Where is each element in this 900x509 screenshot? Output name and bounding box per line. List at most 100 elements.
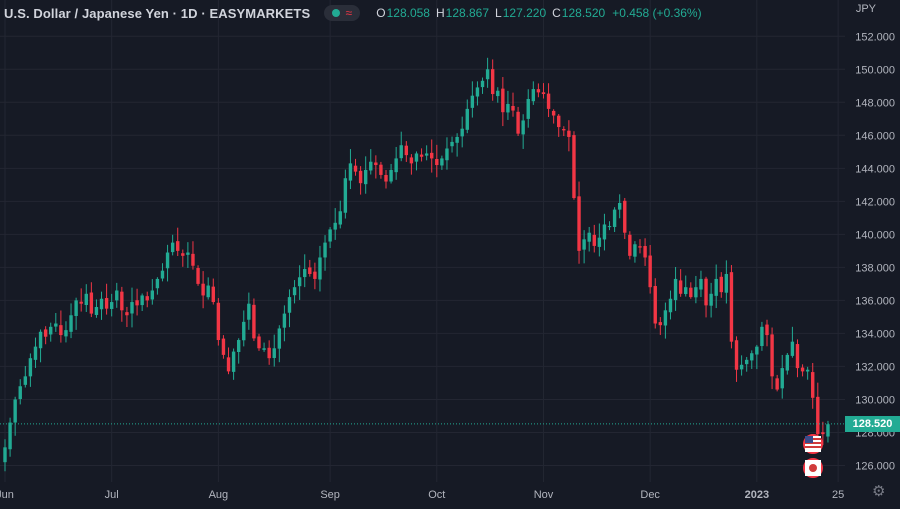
candle-body — [775, 378, 779, 390]
candle-body — [643, 246, 647, 258]
low-value: 127.220 — [502, 6, 547, 20]
candle-body — [790, 341, 795, 356]
candle-body — [744, 359, 749, 365]
candle-body — [287, 297, 292, 313]
candle-body — [74, 300, 78, 317]
candle-body — [8, 422, 12, 450]
candle-body — [282, 313, 287, 328]
candle-body — [318, 257, 322, 280]
open-label: O — [376, 6, 386, 20]
candle-body — [531, 89, 536, 102]
candle-body — [109, 302, 114, 309]
chart-grid — [0, 0, 845, 482]
candle-body — [734, 340, 739, 370]
candle-body — [379, 164, 383, 175]
candle-body — [617, 202, 622, 210]
candle-body — [541, 92, 546, 95]
candle-body — [765, 324, 769, 336]
candle-body — [699, 278, 703, 290]
candle-body — [653, 286, 657, 324]
candle-body — [572, 135, 576, 199]
candle-body — [430, 152, 434, 159]
candle-body — [236, 340, 241, 353]
x-tick-label: 2023 — [745, 489, 769, 501]
high-value: 128.867 — [445, 6, 490, 20]
candle-body — [186, 252, 190, 255]
candle-body — [592, 234, 596, 246]
x-tick-label: Jun — [0, 489, 14, 501]
candle-body — [363, 169, 368, 185]
candle-body — [196, 268, 200, 284]
candle-body — [470, 95, 475, 108]
candle-body — [551, 110, 556, 116]
candle-body — [607, 226, 612, 228]
candle-body — [54, 323, 58, 327]
y-tick-label: 146.000 — [855, 130, 895, 142]
low-label: L — [495, 6, 502, 20]
jp-event-flag-icon[interactable] — [803, 458, 823, 478]
candle-body — [242, 321, 246, 341]
close-value: 128.520 — [561, 6, 606, 20]
candle-body — [821, 432, 825, 435]
candle-body — [785, 354, 790, 371]
candle-body — [277, 328, 282, 349]
candle-body — [221, 338, 226, 355]
candle-body — [663, 310, 668, 326]
candle-body — [577, 196, 581, 251]
x-tick-label: Nov — [534, 489, 554, 501]
candle-body — [511, 105, 515, 111]
candle-body — [28, 358, 33, 377]
open-value: 128.058 — [386, 6, 430, 20]
candle-body — [262, 348, 266, 350]
settings-gear-icon[interactable]: ⚙ — [872, 483, 886, 500]
candle-body — [521, 120, 525, 135]
candle-body — [374, 162, 378, 166]
candle-body — [89, 292, 94, 314]
candle-body — [694, 287, 698, 298]
candle-body — [257, 336, 261, 349]
candle-body — [623, 200, 627, 233]
x-axis: Jun Jul Aug Sep Oct Nov Dec 2023 25 — [0, 489, 844, 501]
x-tick-label: Jul — [105, 489, 119, 501]
candle-body — [633, 244, 637, 257]
candle-body — [480, 80, 485, 88]
candle-body — [587, 232, 591, 242]
candle-body — [770, 334, 774, 377]
us-event-flag-icon[interactable] — [803, 434, 823, 454]
candle-body — [252, 304, 256, 339]
y-tick-label: 130.000 — [855, 394, 895, 406]
candle-body — [460, 128, 464, 137]
candle-body — [704, 278, 708, 306]
candle-body — [343, 178, 348, 213]
currency-selector[interactable]: JPY — [855, 3, 876, 15]
candle-body — [155, 278, 160, 289]
candle-body — [150, 290, 155, 300]
candle-body — [369, 161, 373, 171]
high-label: H — [435, 6, 445, 20]
candle-body — [673, 278, 678, 301]
candle-body — [760, 326, 764, 347]
candle-body — [800, 367, 805, 372]
candle-body — [739, 364, 744, 370]
candle-body — [216, 302, 221, 341]
candle-body — [43, 329, 48, 337]
candle-body — [414, 153, 419, 162]
candle-body — [724, 273, 729, 293]
candle-body — [546, 93, 551, 109]
candle-body — [170, 242, 175, 253]
candle-body — [384, 175, 388, 182]
candle-body — [176, 241, 180, 251]
candle-body — [496, 90, 500, 97]
candle-body — [582, 239, 586, 250]
candle-body — [206, 285, 210, 298]
wave-icon: ≈ — [345, 6, 353, 20]
symbol-title[interactable]: U.S. Dollar / Japanese Yen · 1D · EASYMA… — [4, 5, 311, 21]
market-status-badge[interactable]: ≈ — [324, 5, 361, 21]
y-tick-label: 138.000 — [855, 262, 895, 274]
candle-body — [811, 372, 815, 398]
y-tick-label: 140.000 — [855, 229, 895, 241]
candle-body — [394, 158, 398, 173]
candle-body — [419, 154, 424, 157]
candle-body — [226, 357, 231, 372]
